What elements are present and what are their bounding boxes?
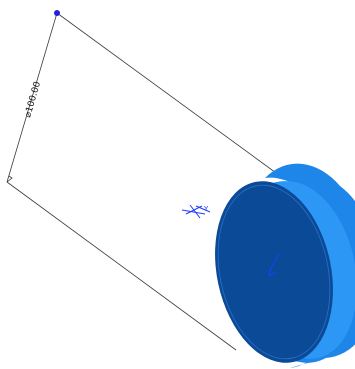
disc-face — [215, 181, 333, 363]
origin-label: Y — [203, 205, 209, 213]
disc-face-edge — [217, 184, 331, 360]
extension-line-top — [56, 12, 284, 179]
disc-body[interactable] — [199, 163, 355, 369]
dimension-lines[interactable] — [6, 12, 284, 351]
origin-triad-icon[interactable] — [268, 253, 280, 277]
view-triad-icon[interactable]: Y — [181, 204, 211, 219]
sketch-point-icon[interactable] — [54, 10, 60, 16]
dimension-arrow-icon — [6, 175, 13, 183]
extension-line-bottom — [6, 181, 237, 351]
diameter-dimension-text[interactable]: ⌀100.00 — [23, 80, 43, 118]
dimension-line — [6, 12, 58, 183]
